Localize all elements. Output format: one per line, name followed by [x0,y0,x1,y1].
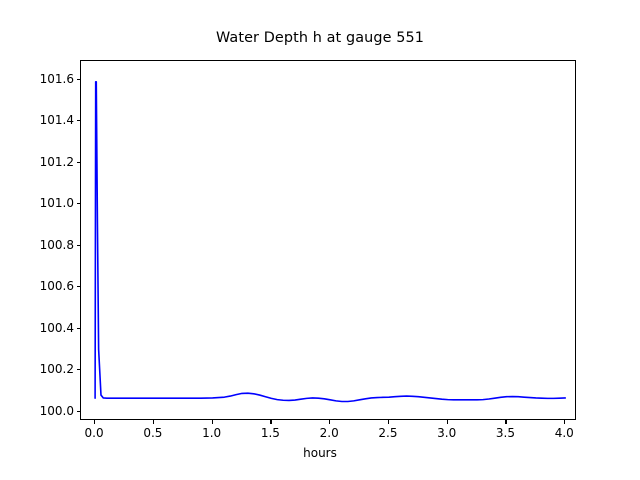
y-axis-tick-label: 100.0 [39,403,74,418]
x-axis-tick-label: 3.0 [437,426,457,440]
y-axis-tick-mark [76,327,80,329]
x-axis-tick-label: 1.0 [202,426,222,440]
x-axis-tick-mark [564,420,566,424]
y-axis-tick-mark [76,244,80,246]
y-axis-tick-label: 100.4 [39,320,74,335]
x-axis-tick-label: 4.0 [554,426,574,440]
x-axis-tick-mark [270,420,272,424]
x-axis-tick-label: 2.0 [319,426,339,440]
y-axis-tick-mark [76,120,80,122]
x-axis-tick-mark [446,420,448,424]
x-axis-tick-mark [94,420,96,424]
y-axis-tick-mark [76,369,80,371]
y-axis-tick-mark [76,78,80,80]
x-axis-tick-mark [152,420,154,424]
plot-area [80,60,576,420]
y-axis-tick-mark [76,410,80,412]
x-axis-tick-mark [387,420,390,424]
x-axis-label: hours [303,446,337,460]
y-axis-tick-label: 101.2 [39,154,74,169]
data-series-svg [94,80,567,403]
y-axis-tick-label: 100.2 [39,362,74,377]
x-axis-tick-label: 3.5 [495,426,516,440]
y-axis-tick-label: 101.4 [39,113,74,128]
chart-title: Water Depth h at gauge 551 [216,30,424,46]
x-axis-tick-mark [211,420,213,424]
x-axis-tick-label: 0.0 [84,426,104,440]
y-axis-tick-label: 100.8 [39,237,74,252]
x-axis-tick-label: 2.5 [378,426,398,440]
y-axis-tick-label: 101.0 [39,196,74,211]
y-axis-tick-label: 101.6 [39,71,74,86]
x-axis-tick-mark [505,420,507,424]
y-axis-tick-label: 100.6 [39,279,74,294]
y-axis-tick-mark [76,286,80,288]
y-axis-tick-mark [76,203,80,205]
y-axis-tick-mark [76,161,80,163]
x-axis-tick-label: 0.5 [143,426,163,440]
x-axis-tick-label: 1.5 [260,426,280,440]
line-series-water-depth [94,80,567,403]
x-axis-tick-mark [329,420,331,424]
